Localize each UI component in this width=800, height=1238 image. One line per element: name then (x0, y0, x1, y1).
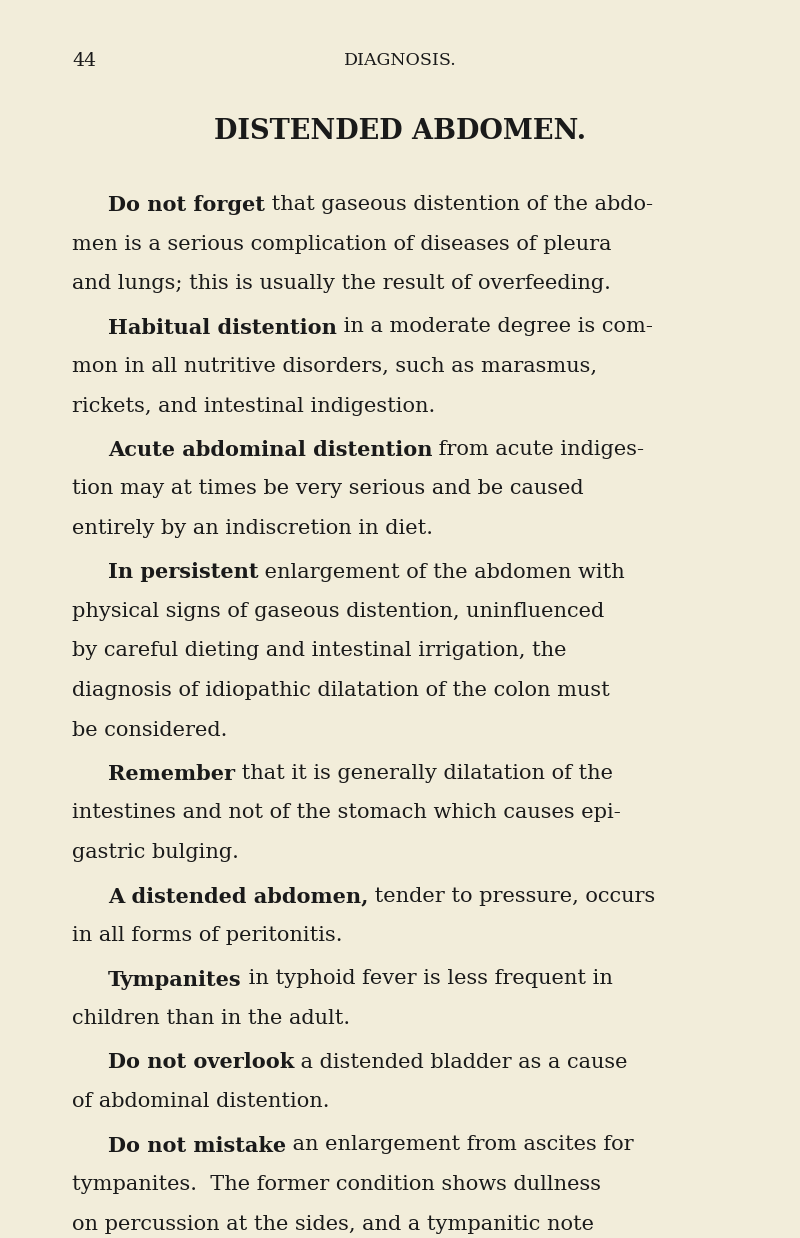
Text: tion may at times be very serious and be caused: tion may at times be very serious and be… (72, 479, 584, 499)
Text: enlargement of the abdomen with: enlargement of the abdomen with (258, 562, 626, 582)
Text: In persistent: In persistent (108, 562, 258, 583)
Text: A distended abdomen,: A distended abdomen, (108, 886, 368, 906)
Text: tympanites.  The former condition shows dullness: tympanites. The former condition shows d… (72, 1175, 601, 1193)
Text: in typhoid fever is less frequent in: in typhoid fever is less frequent in (242, 969, 613, 988)
Text: a distended bladder as a cause: a distended bladder as a cause (294, 1052, 628, 1072)
Text: diagnosis of idiopathic dilatation of the colon must: diagnosis of idiopathic dilatation of th… (72, 681, 610, 699)
Text: gastric bulging.: gastric bulging. (72, 843, 239, 862)
Text: tender to pressure, occurs: tender to pressure, occurs (368, 886, 656, 905)
Text: children than in the adult.: children than in the adult. (72, 1009, 350, 1028)
Text: Acute abdominal distention: Acute abdominal distention (108, 439, 433, 461)
Text: rickets, and intestinal indigestion.: rickets, and intestinal indigestion. (72, 396, 435, 416)
Text: 44: 44 (72, 52, 96, 71)
Text: DIAGNOSIS.: DIAGNOSIS. (344, 52, 456, 69)
Text: from acute indiges-: from acute indiges- (433, 439, 645, 459)
Text: Do not overlook: Do not overlook (108, 1052, 294, 1072)
Text: on percussion at the sides, and a tympanitic note: on percussion at the sides, and a tympan… (72, 1214, 594, 1233)
Text: Do not forget: Do not forget (108, 196, 265, 215)
Text: that it is generally dilatation of the: that it is generally dilatation of the (235, 764, 613, 782)
Text: entirely by an indiscretion in diet.: entirely by an indiscretion in diet. (72, 519, 433, 539)
Text: Habitual distention: Habitual distention (108, 317, 337, 338)
Text: Do not mistake: Do not mistake (108, 1135, 286, 1155)
Text: of abdominal distention.: of abdominal distention. (72, 1092, 330, 1110)
Text: that gaseous distention of the abdo-: that gaseous distention of the abdo- (265, 196, 653, 214)
Text: DISTENDED ABDOMEN.: DISTENDED ABDOMEN. (214, 118, 586, 145)
Text: by careful dieting and intestinal irrigation, the: by careful dieting and intestinal irriga… (72, 641, 566, 661)
Text: in a moderate degree is com-: in a moderate degree is com- (337, 317, 653, 337)
Text: in all forms of peritonitis.: in all forms of peritonitis. (72, 926, 342, 945)
Text: men is a serious complication of diseases of pleura: men is a serious complication of disease… (72, 234, 611, 254)
Text: Tympanites: Tympanites (108, 969, 242, 989)
Text: physical signs of gaseous distention, uninfluenced: physical signs of gaseous distention, un… (72, 602, 604, 621)
Text: and lungs; this is usually the result of overfeeding.: and lungs; this is usually the result of… (72, 274, 611, 293)
Text: intestines and not of the stomach which causes epi-: intestines and not of the stomach which … (72, 803, 621, 822)
Text: an enlargement from ascites for: an enlargement from ascites for (286, 1135, 634, 1155)
Text: be considered.: be considered. (72, 721, 227, 739)
Text: mon in all nutritive disorders, such as marasmus,: mon in all nutritive disorders, such as … (72, 357, 597, 376)
Text: Remember: Remember (108, 764, 235, 784)
